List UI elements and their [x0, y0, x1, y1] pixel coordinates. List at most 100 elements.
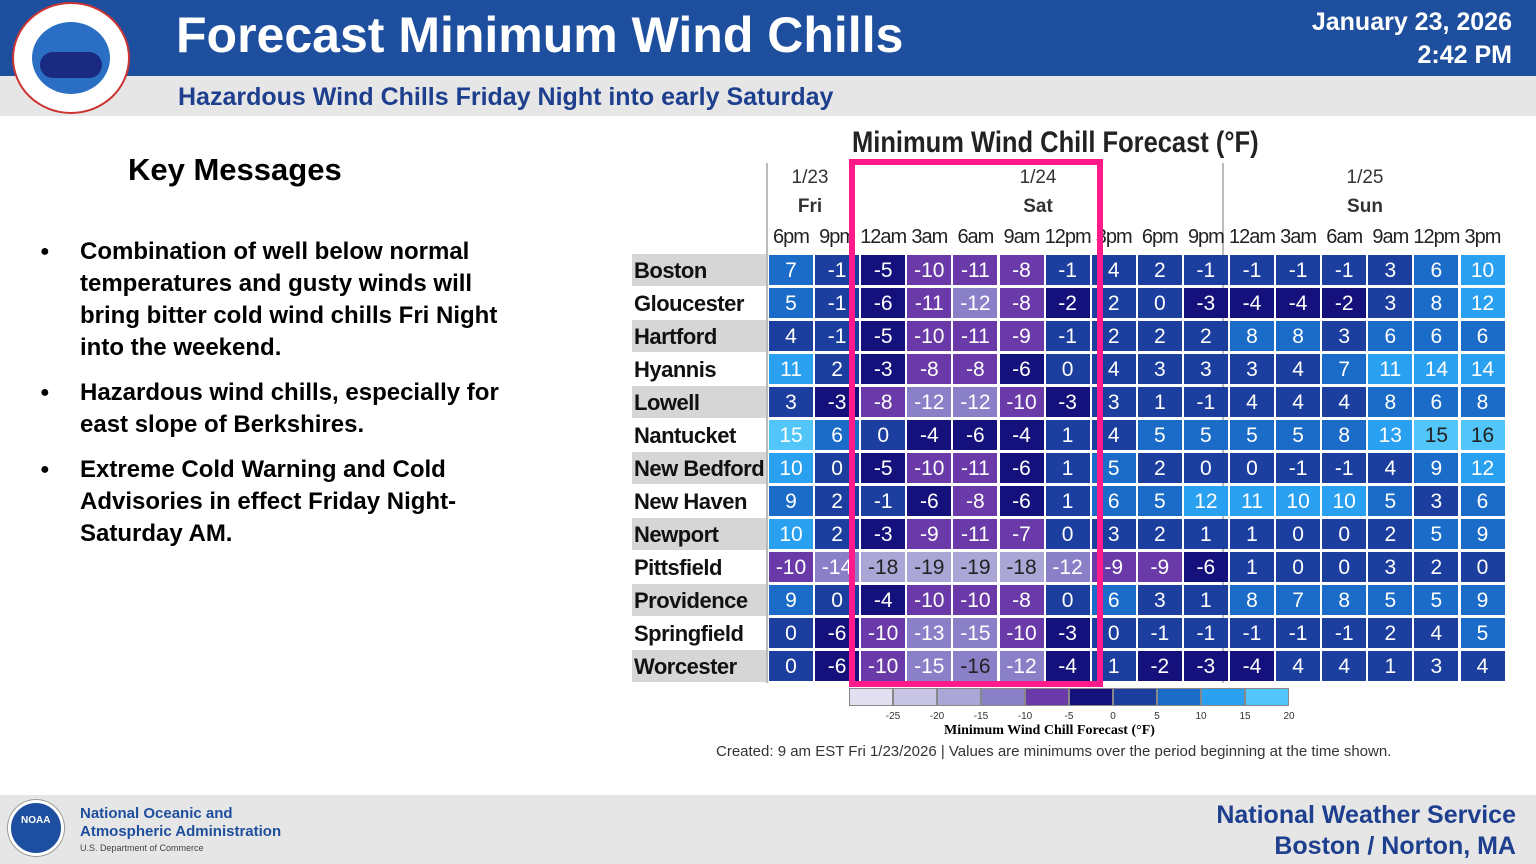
table-cell: 3 — [1137, 354, 1182, 384]
table-cell: 1 — [1183, 585, 1228, 615]
table-cell: 1 — [1137, 387, 1182, 417]
table-cell: 5 — [1276, 420, 1321, 450]
table-cell: 7 — [769, 255, 813, 285]
table-cell: -12 — [953, 387, 998, 417]
table-cell: -4 — [1230, 288, 1274, 318]
table-cell: -4 — [1045, 651, 1090, 681]
table-cell: -1 — [1322, 453, 1367, 483]
table-cell: -6 — [999, 453, 1044, 483]
table-cell: 11 — [769, 354, 813, 384]
table-cell: 13 — [1368, 420, 1413, 450]
table-cell: -10 — [907, 585, 952, 615]
table-cell: -5 — [861, 453, 906, 483]
table-cell: -11 — [953, 321, 998, 351]
table-cell: 5 — [769, 288, 813, 318]
header-bar — [0, 0, 1536, 76]
page-title: Forecast Minimum Wind Chills — [176, 7, 904, 63]
table-cell: 3 — [1368, 552, 1413, 582]
table-cell: 12 — [1460, 288, 1505, 318]
table-cell: -10 — [999, 618, 1044, 648]
office-name: National Weather Service Boston / Norton,… — [1216, 801, 1516, 860]
table-cell: -8 — [999, 288, 1044, 318]
time-header: 3am — [911, 226, 948, 248]
table-cell: 0 — [1045, 519, 1090, 549]
table-cell: -11 — [953, 519, 998, 549]
time-header: 3am — [1280, 226, 1317, 248]
table-cell: -3 — [1045, 387, 1090, 417]
legend-bin — [893, 688, 937, 706]
table-cell: -12 — [953, 288, 998, 318]
table-cell: -3 — [861, 354, 906, 384]
row-label-lowell: Lowell — [632, 386, 766, 418]
table-cell: 0 — [1276, 552, 1321, 582]
table-cell: -6 — [1183, 552, 1228, 582]
row-label-worcester: Worcester — [632, 650, 766, 682]
table-cell: 5 — [1460, 618, 1505, 648]
key-message: Hazardous wind chills, especially for ea… — [40, 377, 530, 441]
table-cell: 2 — [1137, 453, 1182, 483]
time-header: 12pm — [1413, 226, 1460, 248]
table-cell: -8 — [999, 585, 1044, 615]
row-label-gloucester: Gloucester — [632, 287, 766, 319]
table-cell: 2 — [1137, 519, 1182, 549]
table-cell: 5 — [1368, 486, 1413, 516]
date: January 23, 2026 — [1311, 8, 1512, 36]
table-cell: -6 — [999, 486, 1044, 516]
table-cell: -12 — [999, 651, 1044, 681]
row-label-new-haven: New Haven — [632, 485, 766, 517]
table-cell: 0 — [1045, 585, 1090, 615]
table-cell: 5 — [1137, 420, 1182, 450]
table-cell: 3 — [1322, 321, 1367, 351]
legend-tick: 5 — [1154, 711, 1160, 722]
table-cell: 10 — [1460, 255, 1505, 285]
time-header: 6pm — [773, 226, 810, 248]
table-cell: -10 — [907, 453, 952, 483]
row-label-hartford: Hartford — [632, 320, 766, 352]
table-cell: -5 — [861, 321, 906, 351]
table-cell: 2 — [1414, 552, 1459, 582]
table-cell: -12 — [907, 387, 952, 417]
table-cell: 9 — [1414, 453, 1459, 483]
table-cell: 0 — [1276, 519, 1321, 549]
legend-bin — [1201, 688, 1245, 706]
table-cell: 9 — [1460, 585, 1505, 615]
table-cell: 2 — [1137, 255, 1182, 285]
time-header: 9pm — [1187, 226, 1225, 248]
table-cell: 15 — [1414, 420, 1459, 450]
table-cell: 7 — [1322, 354, 1367, 384]
table-cell: -2 — [1137, 651, 1182, 681]
table-cell: 0 — [1460, 552, 1505, 582]
table-cell: -18 — [861, 552, 906, 582]
noaa-logo: NOAA — [8, 800, 64, 856]
row-label-new-bedford: New Bedford — [632, 452, 766, 484]
table-cell: 8 — [1322, 585, 1367, 615]
table-cell: -9 — [1137, 552, 1182, 582]
table-cell: -7 — [999, 519, 1044, 549]
day-date: 1/25 — [1346, 167, 1384, 188]
table-cell: -3 — [1183, 288, 1228, 318]
table-cell: 3 — [1414, 651, 1459, 681]
table-cell: 0 — [769, 618, 813, 648]
time-header: 9am — [1003, 226, 1041, 248]
table-cell: -6 — [999, 354, 1044, 384]
row-label-hyannis: Hyannis — [632, 353, 766, 385]
table-cell: -6 — [861, 288, 906, 318]
table-cell: -18 — [999, 552, 1044, 582]
legend-bin — [1157, 688, 1201, 706]
legend-bin — [1245, 688, 1289, 706]
table-cell: 5 — [1414, 585, 1459, 615]
table-cell: 3 — [1414, 486, 1459, 516]
table-cell: -8 — [953, 486, 998, 516]
created-note: Created: 9 am EST Fri 1/23/2026 | Values… — [716, 743, 1392, 760]
table-cell: 6 — [1460, 321, 1505, 351]
table-cell: 9 — [769, 486, 813, 516]
day-name: Sat — [1023, 196, 1053, 217]
legend-bin — [1025, 688, 1069, 706]
table-cell: 3 — [769, 387, 813, 417]
table-cell: 5 — [1230, 420, 1274, 450]
table-cell: 3 — [1137, 585, 1182, 615]
table-cell: 6 — [1414, 321, 1459, 351]
day-divider — [766, 163, 768, 683]
time-header: 6am — [957, 226, 994, 248]
table-cell: -2 — [1322, 288, 1367, 318]
